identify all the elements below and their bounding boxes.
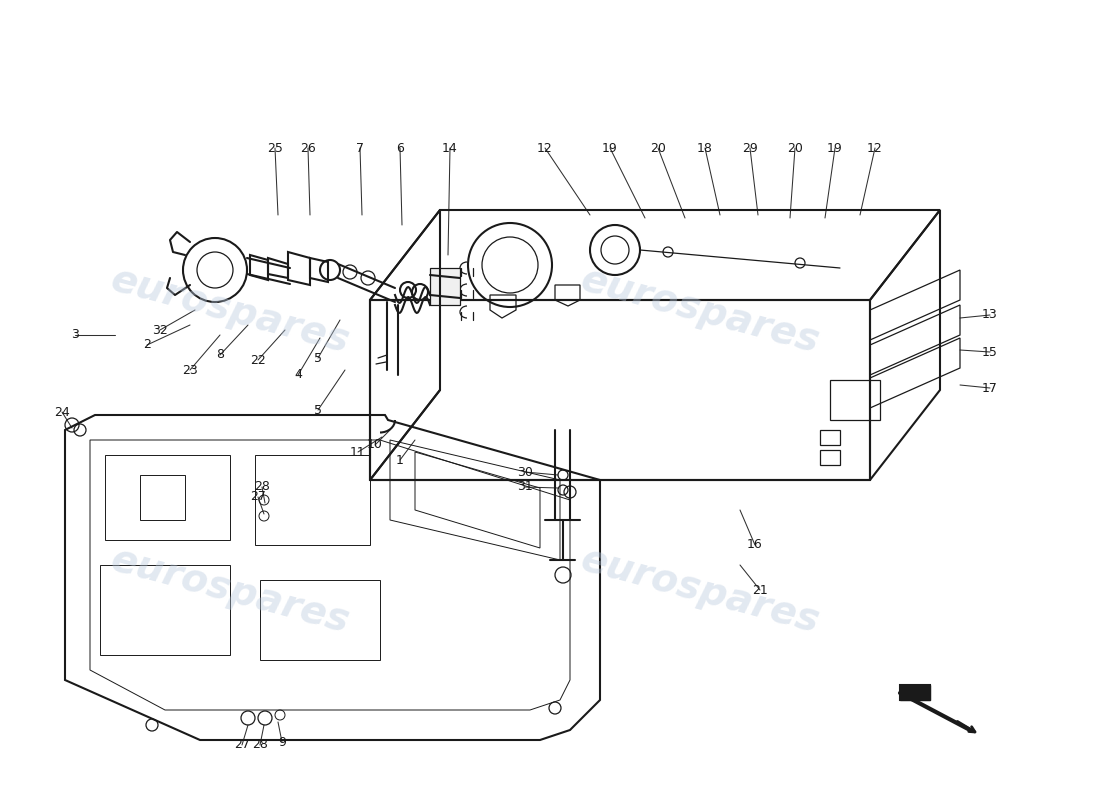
Text: 20: 20 bbox=[788, 142, 803, 154]
Text: 31: 31 bbox=[517, 481, 532, 494]
Text: 2: 2 bbox=[143, 338, 151, 351]
Text: 12: 12 bbox=[537, 142, 553, 154]
Text: 4: 4 bbox=[294, 369, 301, 382]
Text: 7: 7 bbox=[356, 142, 364, 154]
Text: eurospares: eurospares bbox=[107, 260, 353, 360]
Text: 8: 8 bbox=[216, 349, 224, 362]
Text: 28: 28 bbox=[254, 481, 270, 494]
Text: 10: 10 bbox=[367, 438, 383, 451]
Text: 3: 3 bbox=[72, 329, 79, 342]
Text: 17: 17 bbox=[982, 382, 998, 394]
Text: 5: 5 bbox=[314, 403, 322, 417]
Text: 32: 32 bbox=[152, 323, 168, 337]
Text: 18: 18 bbox=[697, 142, 713, 154]
Text: 16: 16 bbox=[747, 538, 763, 551]
Text: 29: 29 bbox=[742, 142, 758, 154]
Text: 30: 30 bbox=[517, 466, 532, 478]
Polygon shape bbox=[900, 685, 930, 700]
Polygon shape bbox=[430, 268, 460, 305]
Text: 20: 20 bbox=[650, 142, 666, 154]
Text: 24: 24 bbox=[54, 406, 70, 418]
Text: eurospares: eurospares bbox=[576, 540, 824, 640]
Text: 11: 11 bbox=[350, 446, 366, 458]
Text: 19: 19 bbox=[827, 142, 843, 154]
Text: eurospares: eurospares bbox=[576, 260, 824, 360]
Text: 1: 1 bbox=[396, 454, 404, 466]
Text: 14: 14 bbox=[442, 142, 458, 154]
Text: 5: 5 bbox=[314, 351, 322, 365]
Text: 27: 27 bbox=[234, 738, 250, 751]
Text: 12: 12 bbox=[867, 142, 883, 154]
Text: 25: 25 bbox=[267, 142, 283, 154]
Text: 13: 13 bbox=[982, 309, 998, 322]
Text: 22: 22 bbox=[250, 354, 266, 366]
Text: 28: 28 bbox=[252, 738, 268, 751]
Text: 26: 26 bbox=[300, 142, 316, 154]
Text: eurospares: eurospares bbox=[107, 540, 353, 640]
Text: 27: 27 bbox=[250, 490, 266, 503]
Text: 19: 19 bbox=[602, 142, 618, 154]
Text: 9: 9 bbox=[278, 735, 286, 749]
Text: 6: 6 bbox=[396, 142, 404, 154]
Text: 21: 21 bbox=[752, 583, 768, 597]
Polygon shape bbox=[900, 685, 930, 700]
Text: 23: 23 bbox=[183, 363, 198, 377]
Text: 15: 15 bbox=[982, 346, 998, 358]
